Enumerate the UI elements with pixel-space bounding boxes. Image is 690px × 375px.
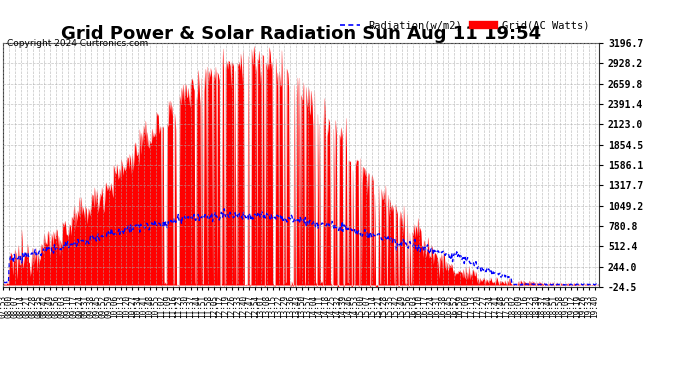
Title: Grid Power & Solar Radiation Sun Aug 11 19:54: Grid Power & Solar Radiation Sun Aug 11 … [61,25,541,43]
Text: Copyright 2024 Curtronics.com: Copyright 2024 Curtronics.com [7,39,148,48]
Legend: Radiation(w/m2), Grid(AC Watts): Radiation(w/m2), Grid(AC Watts) [335,16,593,35]
